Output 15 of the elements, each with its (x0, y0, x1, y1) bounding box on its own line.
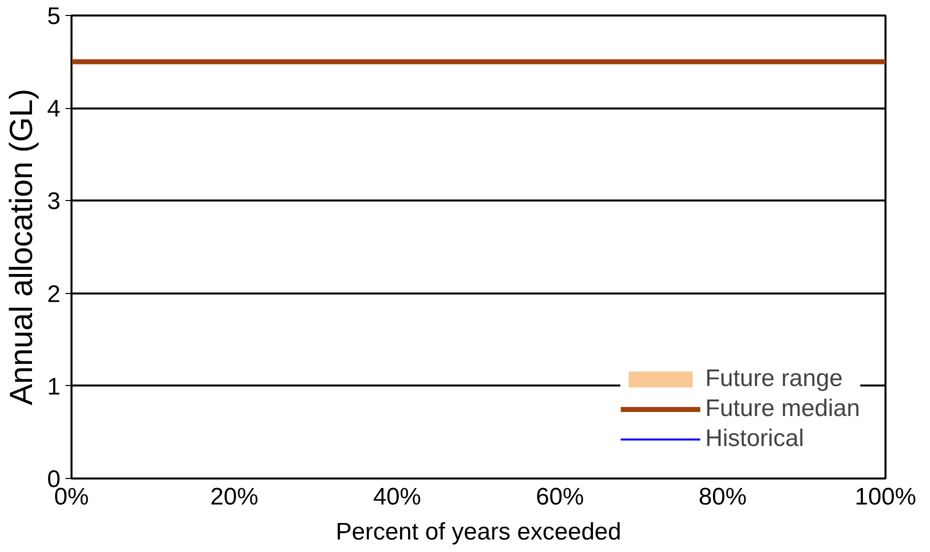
x-axis-title: Percent of years exceeded (336, 518, 622, 546)
y-axis-title: Annual allocation (GL) (3, 88, 40, 406)
legend-label: Historical (705, 425, 804, 453)
y-tick-label: 3 (47, 188, 61, 216)
x-tick-label: 80% (698, 484, 747, 510)
y-tick-label: 4 (47, 96, 61, 123)
y-tick-label: 2 (47, 280, 61, 308)
legend-label: Future median (705, 395, 860, 423)
x-tick-label: 40% (373, 484, 422, 510)
y-tick-label: 5 (47, 3, 61, 30)
x-tick-label: 60% (536, 484, 584, 510)
x-tick-label: 100% (854, 484, 916, 510)
x-tick-label: 20% (210, 484, 258, 510)
y-tick-label: 1 (47, 373, 61, 400)
legend-label: Future range (705, 365, 843, 393)
